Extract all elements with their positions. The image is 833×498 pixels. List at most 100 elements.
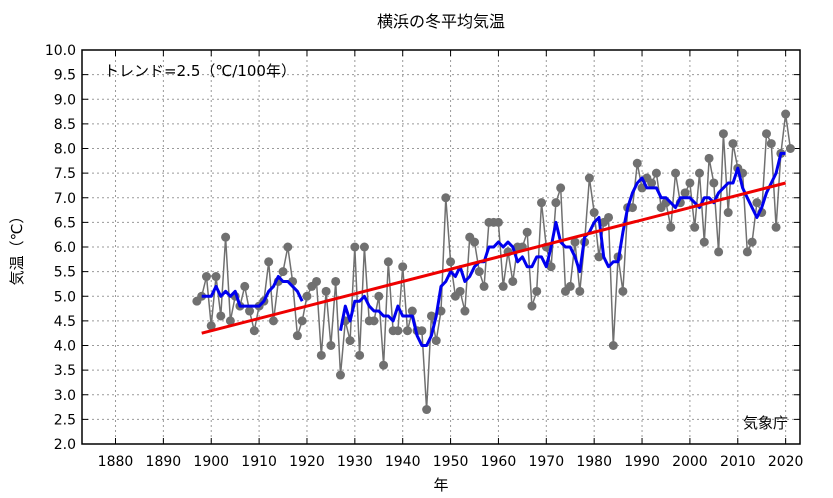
annual-point [699,237,709,247]
annual-point [766,139,776,149]
annual-point [441,193,451,203]
annual-point [680,188,690,198]
annual-point [537,198,547,208]
annual-point [264,257,274,267]
annual-point [771,222,781,232]
annual-point [781,109,791,119]
annual-point [532,286,542,296]
annual-point [761,129,771,139]
y-tick-label: 6.0 [54,240,76,256]
annual-point [651,168,661,178]
annual-point [240,281,250,291]
annual-point [374,291,384,301]
y-tick-label: 9.5 [54,68,76,84]
annual-point [426,311,436,321]
annual-point [393,326,403,336]
annual-point [632,158,642,168]
annual-point [197,291,207,301]
annual-point [455,286,465,296]
annual-point [556,183,566,193]
trend-annotation: トレンド=2.5（℃/100年） [104,62,296,80]
annual-point [709,178,719,188]
annual-point [742,247,752,257]
annual-point [278,267,288,277]
annual-point [446,257,456,267]
annual-point [417,326,427,336]
y-tick-label: 7.0 [54,191,76,207]
x-tick-label: 1970 [528,454,564,470]
annual-point [206,321,216,331]
annual-point [460,306,470,316]
x-tick-label: 1900 [193,454,229,470]
annual-point [474,267,484,277]
x-tick-label: 2000 [672,454,708,470]
annual-point [345,336,355,346]
annual-point [704,153,714,163]
grid-lines [82,49,800,445]
annual-point [671,168,681,178]
y-tick-label: 7.5 [54,166,76,182]
trend-line [201,181,786,335]
annual-point [618,286,628,296]
annual-point [283,242,293,252]
annual-point [335,370,345,380]
annual-point [402,326,412,336]
annual-point [211,272,221,282]
annual-point [714,247,724,257]
annual-point [589,208,599,218]
annual-point [565,281,575,291]
annual-point [584,173,594,183]
x-axis: 1880 1890 1900 1910 1920 1930 1940 1950 1960 1970… [98,50,804,470]
annual-point [292,331,302,341]
annual-point [369,316,379,326]
annual-point [431,336,441,346]
annual-point [302,291,312,301]
annual-point [575,286,585,296]
y-axis: 2.0 2.5 3.0 3.5 4.0 4.5 5.0 5.5 6.0 6.5 7.0 7.5 8.0 8… [45,43,800,453]
x-tick-label: 1890 [146,454,182,470]
y-tick-label: 3.0 [54,388,76,404]
y-tick-label: 10.0 [45,43,76,59]
annual-point [268,316,278,326]
annual-point [785,144,795,153]
annual-point [201,272,211,282]
annual-point [216,311,226,321]
x-tick-label: 2020 [768,454,804,470]
annual-point [551,198,561,208]
y-tick-label: 4.5 [54,314,76,330]
annual-point [331,276,341,286]
x-tick-label: 1910 [241,454,277,470]
annual-point [604,212,614,222]
x-tick-label: 1960 [481,454,517,470]
annual-point [747,237,757,247]
annual-point [297,316,307,326]
series-group [192,109,795,415]
annual-point [479,281,489,291]
y-tick-label: 2.0 [54,437,76,453]
y-tick-label: 2.5 [54,412,76,428]
annual-point [350,242,360,252]
x-tick-label: 1930 [337,454,373,470]
annual-point [221,232,231,242]
source-label: 気象庁 [743,414,788,432]
annual-point [728,139,738,149]
annual-point [546,262,556,272]
y-tick-label: 5.0 [54,289,76,305]
x-tick-label: 1980 [576,454,612,470]
x-tick-label: 1990 [624,454,660,470]
y-tick-label: 8.0 [54,142,76,158]
annual-point [379,360,389,370]
y-tick-label: 9.0 [54,92,76,108]
x-tick-label: 1950 [433,454,469,470]
annual-point [570,237,580,247]
annual-point [685,178,695,188]
x-tick-label: 1880 [98,454,134,470]
x-axis-label: 年 [433,476,448,494]
y-tick-label: 5.5 [54,265,76,281]
moving-average-line [201,151,786,347]
chart-title: 横浜の冬平均気温 [377,12,505,31]
annual-point [694,168,704,178]
x-tick-label: 1940 [385,454,421,470]
annual-point [422,405,432,415]
